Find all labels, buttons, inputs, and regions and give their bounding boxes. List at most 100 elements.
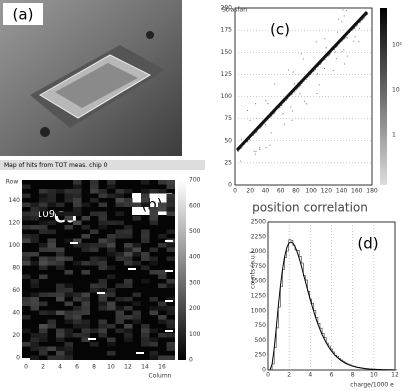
hit-pixel	[90, 261, 99, 266]
hit-pixel	[64, 315, 73, 320]
y-tick-label: 2500	[251, 219, 266, 226]
x-tick-label: 0	[24, 364, 28, 371]
hit-pixel	[107, 243, 116, 248]
hit-pixel	[115, 256, 124, 261]
hit-pixel	[22, 234, 31, 239]
scatter-dot	[325, 47, 327, 49]
x-tick-label: 100	[305, 188, 317, 195]
hit-pixel	[124, 189, 133, 194]
hit-pixel	[73, 202, 82, 207]
hit-pixel	[158, 333, 167, 338]
hit-pixel	[39, 202, 48, 207]
scatter-dot	[304, 100, 306, 102]
scatter-dot	[343, 15, 345, 17]
panel-a: (a)	[0, 0, 182, 156]
scatter-dot	[344, 63, 346, 65]
scatter-dot	[328, 55, 330, 57]
hit-pixel	[56, 355, 65, 360]
y-tick-label: 750	[255, 322, 267, 329]
hit-pixel	[56, 256, 65, 261]
scatter-dot	[247, 141, 249, 143]
hit-pixel	[90, 328, 99, 333]
scatter-dot	[247, 140, 249, 142]
y-tick-label: 140	[9, 197, 21, 204]
hit-pixel	[90, 247, 99, 252]
hit-pixel	[98, 265, 107, 270]
hit-pixel	[64, 256, 73, 261]
colorbar-label: 10²	[392, 42, 403, 49]
scatter-dot	[335, 51, 337, 53]
hit-pixel	[30, 211, 39, 216]
hit-pixel	[149, 337, 158, 342]
panel-label: (c)	[270, 21, 290, 39]
hit-pixel	[81, 337, 90, 342]
hit-pixel	[56, 292, 65, 297]
scatter-dot	[337, 45, 339, 47]
hole	[146, 31, 154, 39]
bright-hit	[128, 268, 136, 270]
hit-pixel	[132, 261, 141, 266]
hit-pixel	[39, 310, 48, 315]
hit-pixel	[30, 333, 39, 338]
scatter-dot	[336, 46, 338, 48]
x-tick-label: 160	[351, 188, 363, 195]
scatter-dot	[285, 99, 287, 101]
scatter-dot	[249, 138, 251, 140]
scatter-dot	[341, 40, 343, 42]
hit-pixel	[149, 261, 158, 266]
scatter-dot	[299, 93, 301, 95]
y-tick-label: 200	[221, 5, 233, 12]
scatter-dot	[329, 52, 331, 54]
hit-pixel	[64, 328, 73, 333]
hit-pixel	[124, 202, 133, 207]
y-tick-label: 125	[221, 71, 233, 78]
hit-pixel	[149, 220, 158, 225]
scatter-dot	[351, 29, 353, 31]
hit-pixel	[73, 193, 82, 198]
hit-pixel	[166, 333, 175, 338]
hit-pixel	[141, 256, 150, 261]
y-tick-label: 1750	[251, 263, 266, 270]
hit-pixel	[64, 319, 73, 324]
x-tick-label: 10	[107, 364, 115, 371]
panel-b: Map of hits from TOT meas. chip 0 Row Co…	[0, 160, 205, 380]
hit-pixel	[98, 297, 107, 302]
hit-pixel	[107, 180, 116, 185]
hit-pixel	[39, 274, 48, 279]
hit-pixel	[56, 351, 65, 356]
hit-pixel	[90, 288, 99, 293]
hit-pixel	[73, 315, 82, 320]
scatter-dot	[294, 90, 296, 92]
hit-pixel	[56, 310, 65, 315]
scatter-dot	[274, 83, 276, 85]
hit-pixel	[73, 220, 82, 225]
scatter-dot	[345, 10, 347, 12]
scatter-dot	[346, 55, 348, 57]
hit-pixel	[107, 301, 116, 306]
hit-pixel	[56, 297, 65, 302]
hit-pixel	[115, 234, 124, 239]
hit-pixel	[47, 319, 56, 324]
hit-pixel	[166, 324, 175, 329]
hit-pixel	[124, 328, 133, 333]
scatter-dot	[283, 123, 285, 125]
y-tick-label: 40	[12, 310, 20, 317]
hit-pixel	[124, 243, 133, 248]
scatter-dot	[324, 38, 326, 40]
y-tick-label: 175	[221, 27, 233, 34]
label-box	[3, 3, 43, 25]
hit-pixel	[98, 211, 107, 216]
colorbar-label: 700	[189, 177, 201, 184]
hit-pixel	[149, 270, 158, 275]
hit-pixel	[141, 252, 150, 257]
scatter-dot	[341, 21, 343, 23]
scatter-dot	[337, 18, 339, 20]
colorbar-label: 400	[189, 254, 201, 261]
colorbar	[380, 8, 387, 185]
hit-pixel	[56, 261, 65, 266]
hit-pixel	[56, 211, 65, 216]
hit-pixel	[158, 270, 167, 275]
y-tick-label: 60	[12, 287, 20, 294]
scatter-dot	[297, 82, 299, 84]
hit-pixel	[56, 252, 65, 257]
